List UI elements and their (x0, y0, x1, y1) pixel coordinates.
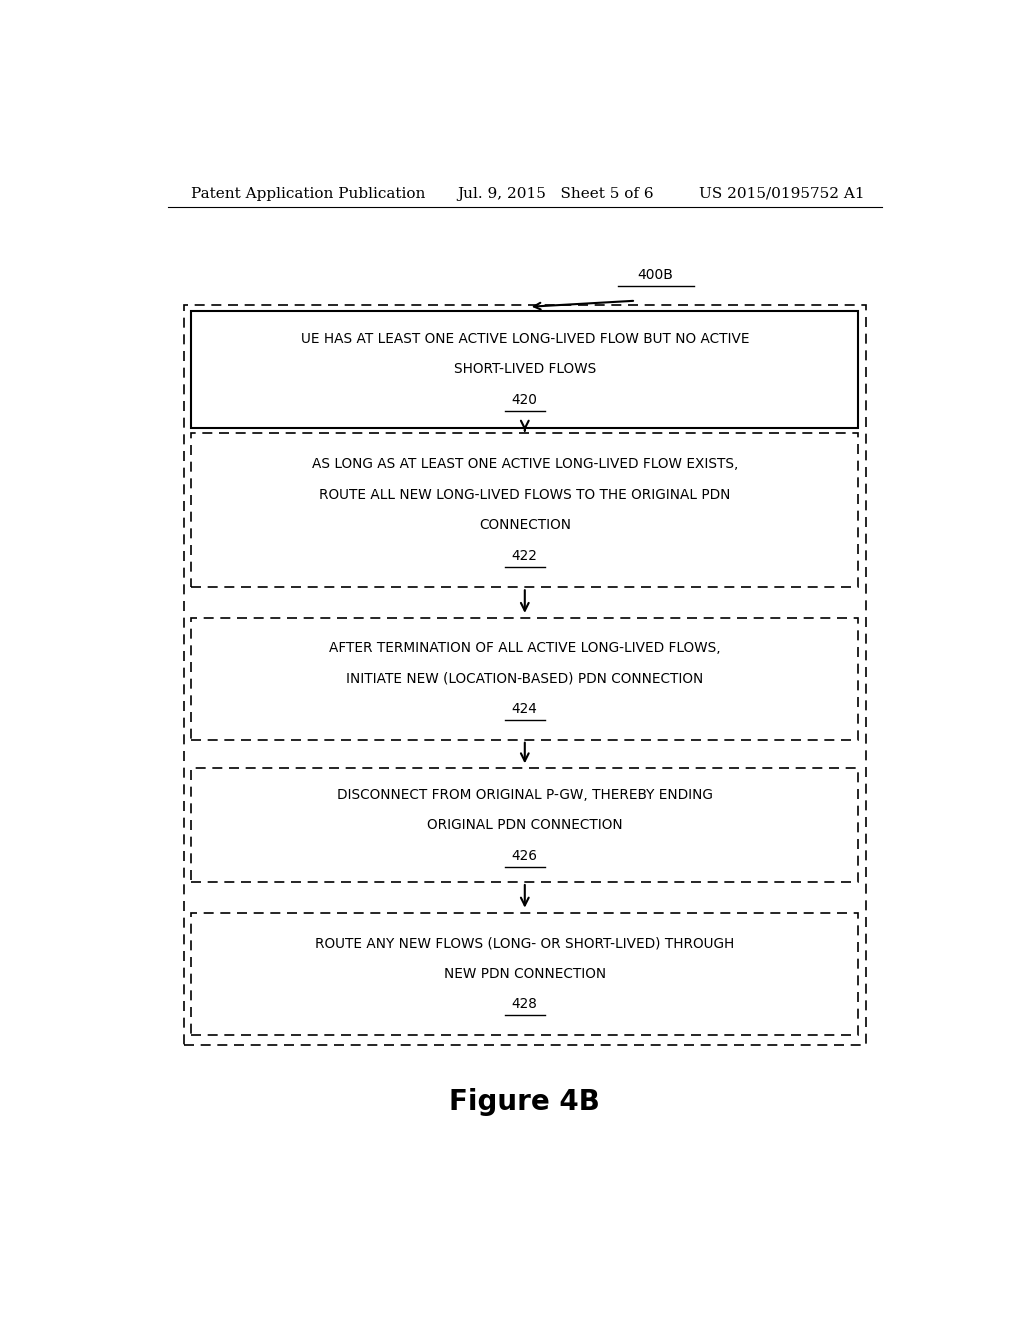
Text: NEW PDN CONNECTION: NEW PDN CONNECTION (443, 966, 606, 981)
Text: 422: 422 (512, 549, 538, 562)
Bar (183, 305, 866, 1044)
Text: 426: 426 (512, 849, 538, 863)
Bar (191, 912, 858, 1035)
Bar (191, 433, 858, 587)
Text: ORIGINAL PDN CONNECTION: ORIGINAL PDN CONNECTION (427, 818, 623, 832)
Text: Patent Application Publication: Patent Application Publication (191, 187, 426, 201)
Text: Jul. 9, 2015   Sheet 5 of 6: Jul. 9, 2015 Sheet 5 of 6 (458, 187, 654, 201)
Text: 420: 420 (512, 393, 538, 407)
Text: CONNECTION: CONNECTION (479, 519, 570, 532)
Text: ROUTE ALL NEW LONG-LIVED FLOWS TO THE ORIGINAL PDN: ROUTE ALL NEW LONG-LIVED FLOWS TO THE OR… (319, 488, 730, 502)
Bar (191, 618, 858, 739)
Bar (191, 768, 858, 882)
Text: ROUTE ANY NEW FLOWS (LONG- OR SHORT-LIVED) THROUGH: ROUTE ANY NEW FLOWS (LONG- OR SHORT-LIVE… (315, 936, 734, 950)
Text: US 2015/0195752 A1: US 2015/0195752 A1 (699, 187, 865, 201)
Text: DISCONNECT FROM ORIGINAL P-GW, THEREBY ENDING: DISCONNECT FROM ORIGINAL P-GW, THEREBY E… (337, 788, 713, 801)
Text: 428: 428 (512, 997, 538, 1011)
Text: UE HAS AT LEAST ONE ACTIVE LONG-LIVED FLOW BUT NO ACTIVE: UE HAS AT LEAST ONE ACTIVE LONG-LIVED FL… (301, 331, 749, 346)
Bar (191, 312, 858, 428)
Text: Figure 4B: Figure 4B (450, 1088, 600, 1115)
Text: INITIATE NEW (LOCATION-BASED) PDN CONNECTION: INITIATE NEW (LOCATION-BASED) PDN CONNEC… (346, 672, 703, 686)
Text: 424: 424 (512, 702, 538, 717)
Text: AS LONG AS AT LEAST ONE ACTIVE LONG-LIVED FLOW EXISTS,: AS LONG AS AT LEAST ONE ACTIVE LONG-LIVE… (311, 457, 738, 471)
Text: 400B: 400B (638, 268, 674, 282)
Text: AFTER TERMINATION OF ALL ACTIVE LONG-LIVED FLOWS,: AFTER TERMINATION OF ALL ACTIVE LONG-LIV… (329, 642, 721, 655)
Text: SHORT-LIVED FLOWS: SHORT-LIVED FLOWS (454, 362, 596, 376)
